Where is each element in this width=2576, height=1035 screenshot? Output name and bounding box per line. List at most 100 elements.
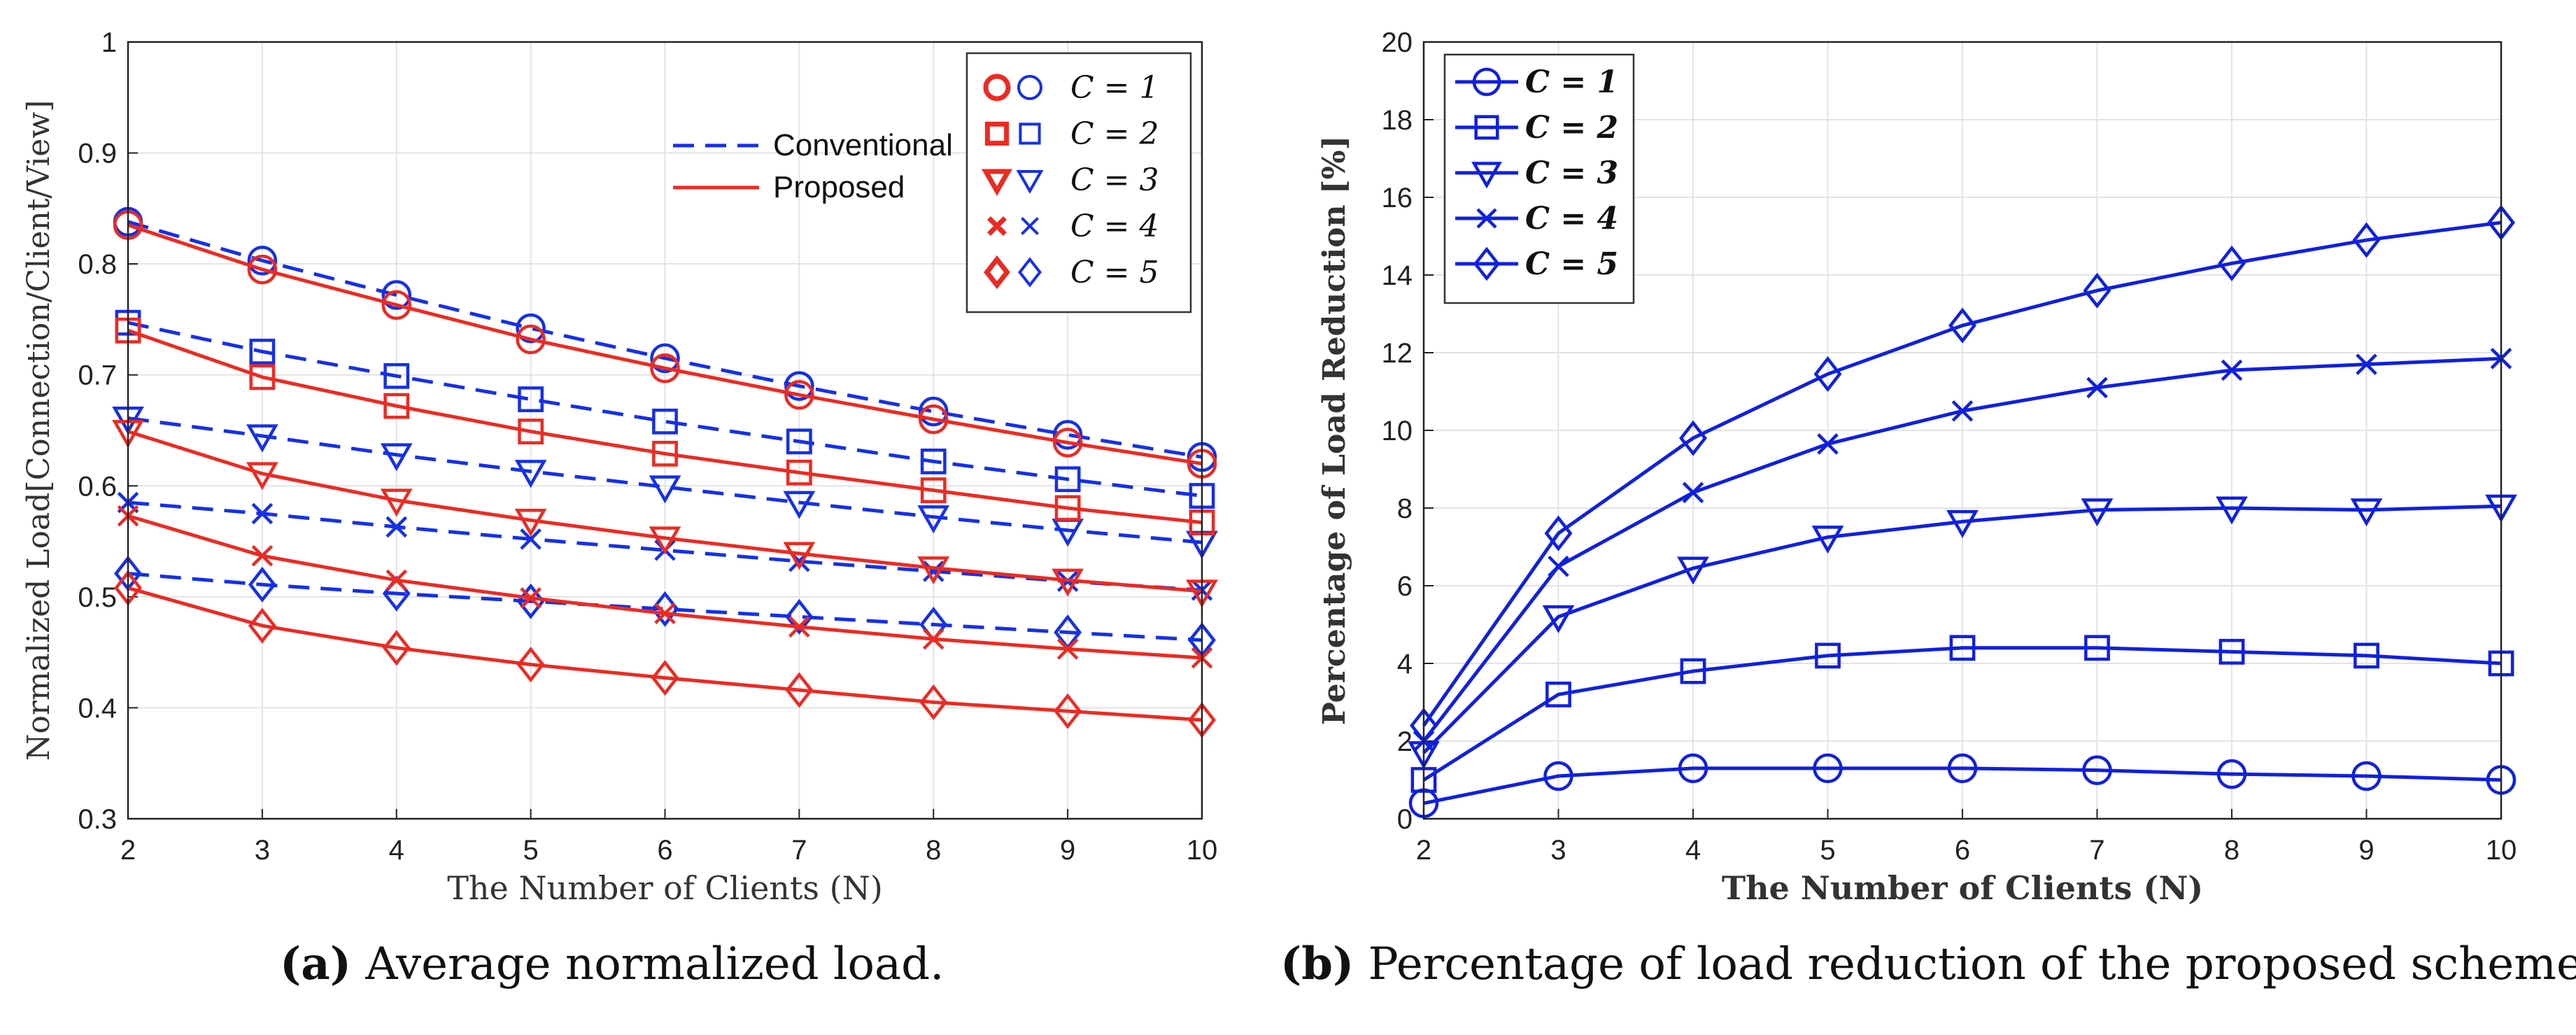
data-point-marker: [1054, 693, 1082, 729]
data-point-marker: [650, 343, 680, 374]
series-line: [127, 586, 1203, 722]
x-tick-label: 5: [1820, 835, 1835, 866]
data-point-marker: [1811, 526, 1844, 554]
data-point-marker: [1052, 420, 1083, 450]
data-point-marker: [1680, 658, 1706, 684]
legend-marker: [1473, 246, 1501, 281]
data-point-marker: [249, 364, 276, 390]
legend-marker-conventional: [1018, 257, 1042, 288]
series-line: [1422, 504, 2502, 754]
data-point-marker: [383, 362, 410, 389]
data-point-marker: [2218, 638, 2245, 665]
data-point-marker: [649, 526, 681, 555]
data-point-marker: [1677, 556, 1709, 585]
series-c-1: [1408, 753, 2517, 819]
data-point-marker: [649, 475, 681, 504]
data-point-marker: [2216, 496, 2248, 525]
data-point-marker: [1545, 682, 1571, 707]
y-tick-label: 0.5: [78, 582, 117, 613]
data-point-marker: [2083, 272, 2111, 309]
y-tick-label: 0.3: [78, 804, 117, 835]
y-axis-label: Percentage of Load Reduction [%]: [1317, 136, 1352, 726]
data-point-marker: [2352, 222, 2381, 258]
legend-marker-conventional: [1017, 75, 1042, 100]
y-tick-label: 2: [1397, 726, 1413, 757]
caption-a-text: Average normalized load.: [351, 938, 944, 990]
legend-marker-proposed: [983, 73, 1011, 101]
legend-marker: [1476, 208, 1497, 229]
chart-a-average-normalized-load: 2 3 4 5 6 7 8 9 10 0.3 0.4 0.5 0.6 0.7 0.8 0.9 1 The Numb…: [21, 27, 1218, 907]
x-tick-label: 2: [120, 835, 136, 866]
data-point-marker: [651, 660, 679, 696]
series-line: [127, 223, 1203, 466]
data-point-marker: [516, 313, 546, 344]
legend-label: C = 3: [1525, 155, 1618, 191]
y-tick-label: 20: [1382, 27, 1413, 58]
data-point-marker: [520, 587, 542, 609]
data-point-marker: [784, 371, 814, 401]
legend-marker-proposed: [987, 216, 1007, 236]
data-point-marker: [248, 566, 276, 603]
caption-b-text: Percentage of load reduction of the prop…: [1354, 938, 2576, 990]
data-point-marker: [248, 607, 276, 644]
data-point-marker: [1052, 428, 1083, 458]
axes-frame: [1422, 41, 2503, 820]
data-point-marker: [381, 290, 411, 321]
y-tick-label: 4: [1397, 649, 1413, 680]
legend-markers: C = 1 C = 2 C = 3 C = 4 C = 5: [1443, 53, 1635, 304]
y-tick-label: 0.8: [78, 249, 117, 280]
data-point-marker: [246, 424, 278, 453]
caption-b-tag: (b): [1280, 938, 1354, 990]
x-tick-label: 9: [2358, 835, 2374, 866]
data-point-marker: [788, 616, 810, 638]
data-point-marker: [385, 516, 408, 538]
legend-marker-proposed: [984, 121, 1010, 146]
legend-marker: [1474, 115, 1499, 140]
data-point-marker: [2086, 376, 2108, 399]
data-point-marker: [2218, 245, 2246, 281]
x-tick-label: 2: [1416, 835, 1431, 866]
data-point-marker: [786, 459, 812, 486]
y-tick-label: 0.9: [78, 139, 117, 169]
y-tick-label: 0: [1397, 804, 1413, 835]
legend-marker-proposed: [981, 169, 1013, 197]
series-c-5: [1410, 204, 2515, 744]
legend-line-styles: Conventional Proposed: [673, 128, 953, 204]
data-point-marker: [247, 246, 278, 276]
series-line: [127, 321, 1203, 498]
series-line: [1422, 220, 2502, 727]
series-line: [127, 328, 1203, 525]
x-tick-label: 9: [1060, 835, 1075, 866]
x-tick-label: 10: [2486, 835, 2517, 866]
data-point-marker: [516, 324, 546, 355]
data-point-marker: [1679, 420, 1707, 456]
y-tick-label: 8: [1397, 493, 1413, 524]
data-point-marker: [380, 443, 413, 472]
x-tick-label: 8: [2224, 835, 2239, 866]
data-point-marker: [516, 647, 545, 683]
legend-marker-conventional: [1021, 217, 1039, 235]
caption-b: (b) Percentage of load reduction of the …: [1280, 938, 2576, 990]
data-point-marker: [920, 477, 947, 504]
data-point-marker: [652, 408, 678, 435]
legend-marker: [1472, 67, 1501, 97]
data-point-marker: [246, 462, 278, 491]
x-axis-label: The Number of Clients (N): [447, 869, 883, 907]
y-tick-label: 0.7: [78, 360, 117, 391]
data-point-marker: [917, 556, 950, 585]
data-point-marker: [1682, 481, 1704, 504]
data-point-marker: [247, 254, 278, 285]
data-point-marker: [2354, 642, 2379, 669]
y-tick-label: 12: [1382, 338, 1413, 369]
series-line: [127, 430, 1203, 593]
data-point-marker: [783, 491, 816, 519]
y-tick-label: 10: [1382, 416, 1413, 446]
x-tick-label: 10: [1187, 835, 1218, 866]
series-line: [1423, 766, 2502, 805]
data-point-marker: [785, 672, 814, 708]
data-point-marker: [2081, 498, 2114, 527]
data-point-marker: [919, 396, 949, 427]
legend-marker-conventional: [1016, 170, 1044, 195]
legend-label: C = 4: [1525, 201, 1618, 237]
